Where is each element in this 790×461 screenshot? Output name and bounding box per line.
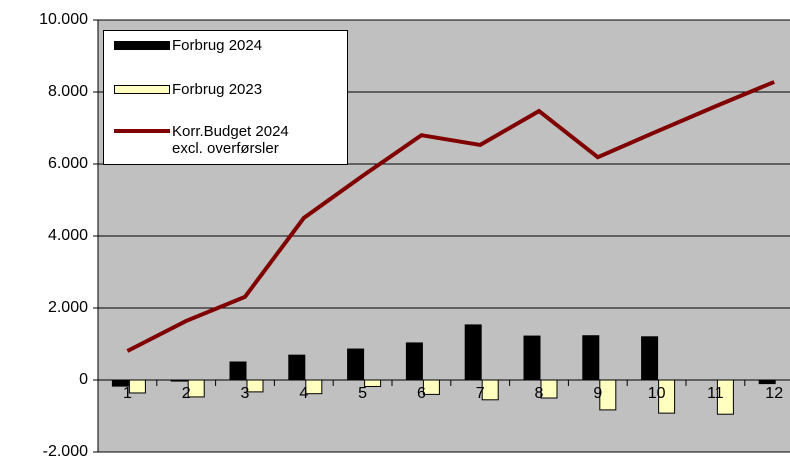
legend-swatch <box>114 41 170 50</box>
x-tick-label: 11 <box>707 385 724 402</box>
legend-swatch <box>114 129 170 133</box>
bar <box>305 379 323 395</box>
bar <box>405 342 423 381</box>
x-tick-label: 1 <box>123 385 132 402</box>
line-series <box>126 80 775 353</box>
bar <box>246 379 264 393</box>
bar <box>464 324 482 381</box>
bar <box>716 379 734 415</box>
bar <box>128 379 146 394</box>
bar <box>170 379 188 382</box>
x-tick-label: 12 <box>765 385 783 402</box>
x-tick-label: 4 <box>299 385 308 402</box>
bar <box>582 335 600 381</box>
legend-swatch <box>114 85 170 94</box>
bar <box>229 361 247 381</box>
y-tick-label: 8.000 <box>48 83 88 100</box>
bar <box>540 379 558 399</box>
bar <box>111 379 129 387</box>
legend: Forbrug 2024 Forbrug 2023 Korr.Budget 2024… <box>103 30 348 165</box>
bar <box>288 354 306 381</box>
y-tick-label: -2.000 <box>43 443 88 460</box>
y-tick-label: 0 <box>79 371 88 388</box>
bar <box>481 379 499 401</box>
x-tick-label: 6 <box>417 385 426 402</box>
y-tick-label: 2.000 <box>48 299 88 316</box>
bar <box>658 379 676 414</box>
x-tick-label: 10 <box>648 385 666 402</box>
bar <box>523 335 541 381</box>
bar <box>347 348 365 381</box>
legend-item: Forbrug 2023 <box>114 81 262 98</box>
x-tick-label: 9 <box>593 385 602 402</box>
bar <box>641 336 659 381</box>
x-tick-label: 8 <box>535 385 544 402</box>
y-tick-label: 6.000 <box>48 155 88 172</box>
legend-label: Forbrug 2023 <box>172 81 263 98</box>
legend-item: Forbrug 2024 <box>114 37 262 54</box>
legend-label: Korr.Budget 2024 excl. overførsler <box>172 123 289 157</box>
bar <box>758 379 776 385</box>
x-tick-label: 7 <box>476 385 485 402</box>
legend-label: Forbrug 2024 <box>172 37 263 54</box>
y-tick-label: 4.000 <box>48 227 88 244</box>
legend-item: Korr.Budget 2024 excl. overførsler <box>114 123 289 157</box>
bar <box>599 379 617 411</box>
x-tick-label: 5 <box>358 385 367 402</box>
bar <box>187 379 205 398</box>
x-tick-label: 2 <box>182 385 191 402</box>
y-tick-label: 10.000 <box>39 11 88 28</box>
x-tick-label: 3 <box>241 385 250 402</box>
bar <box>364 379 382 387</box>
bar <box>422 379 440 395</box>
